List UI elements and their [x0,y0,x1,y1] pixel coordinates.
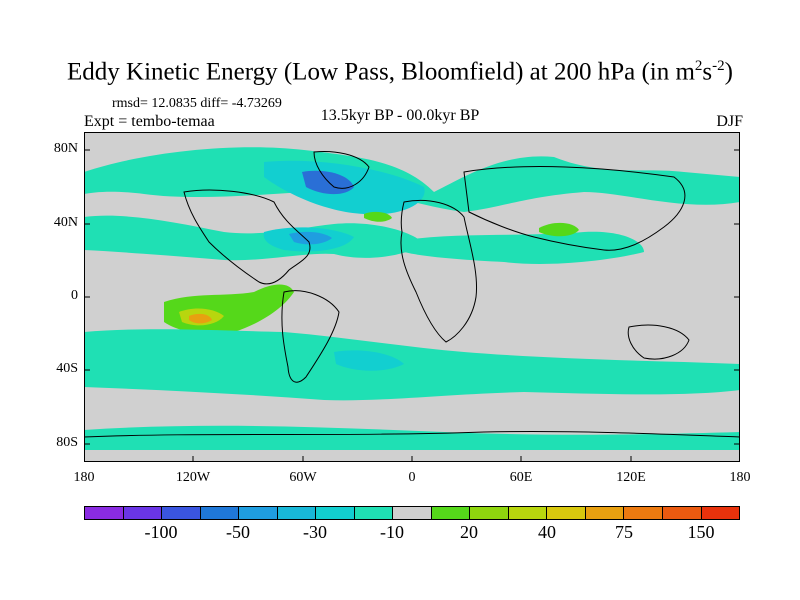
colorbar-segment [277,507,317,519]
colorbar-segment [200,507,240,519]
contour-midlat-pacific [84,215,424,261]
contour-african-band [404,231,644,264]
colorbar-segment [162,507,201,519]
contour-atlantic-green [364,211,392,222]
colorbar-label: -30 [303,522,327,542]
lon-tick-120e: 120E [616,470,646,485]
australia-coast [627,324,690,360]
season-label: DJF [716,113,743,130]
lon-tick-180e: 180 [729,470,751,485]
colorbar-segment [239,507,278,519]
colorbar-segment [354,507,394,519]
axis-ticks [84,149,740,462]
lat-tick-80s: 80S [56,435,78,450]
colorbar-segment [508,507,548,519]
colorbar-label: -10 [380,522,404,542]
south-america-coast [281,290,340,383]
colorbar-segment [662,507,702,519]
experiment-label: Expt = tembo-temaa [84,113,215,130]
coastlines [84,151,740,438]
contour-tropical-orange [189,313,212,324]
lon-tick-0: 0 [408,470,416,485]
lat-tick-80n: 80N [53,141,78,156]
colorbar-segment [123,507,163,519]
lon-tick-60w: 60W [289,470,317,485]
antarctica-coast [84,431,740,438]
colorbar-segment [547,507,586,519]
greenland-coast [313,151,370,189]
contour-asia-green [539,222,579,237]
europe-africa-coast [400,199,478,343]
plot-title: Eddy Kinetic Energy (Low Pass, Bloomfiel… [67,58,733,86]
lon-tick-60e: 60E [509,470,533,485]
colorbar-segment [585,507,625,519]
contour-atlantic-core [289,231,332,245]
colorbar-segment [393,507,432,519]
period-label: 13.5kyr BP - 00.0kyr BP [320,107,480,124]
contour-south-band [84,329,740,401]
colorbar-label: -50 [226,522,250,542]
colorbar-segment [85,507,124,519]
colorbar-label: -100 [144,522,178,542]
contour-fills [84,147,740,450]
colorbar-label: 150 [687,522,715,542]
colorbar-label: 20 [460,522,478,542]
contour-south-cyan [334,350,404,371]
colorbar-segment [624,507,663,519]
lon-tick-120w: 120W [175,470,211,485]
lat-tick-0: 0 [71,288,78,303]
colorbar [84,506,740,520]
colorbar-label: 75 [615,522,633,542]
lat-tick-40s: 40S [56,361,78,376]
contour-antarctic-band [84,425,740,450]
colorbar-segment [316,507,355,519]
map-plot [84,132,740,462]
colorbar-segment [470,507,509,519]
lat-tick-40n: 40N [53,215,78,230]
colorbar-label: 40 [538,522,556,542]
colorbar-segment [431,507,471,519]
stats-text: rmsd= 12.0835 diff= -4.73269 [112,96,282,111]
colorbar-segment [701,507,740,519]
north-america-coast [183,189,311,285]
lon-tick-180w: 180 [73,470,95,485]
eurasia-coast [463,166,686,251]
contour-arctic-band [84,147,740,212]
